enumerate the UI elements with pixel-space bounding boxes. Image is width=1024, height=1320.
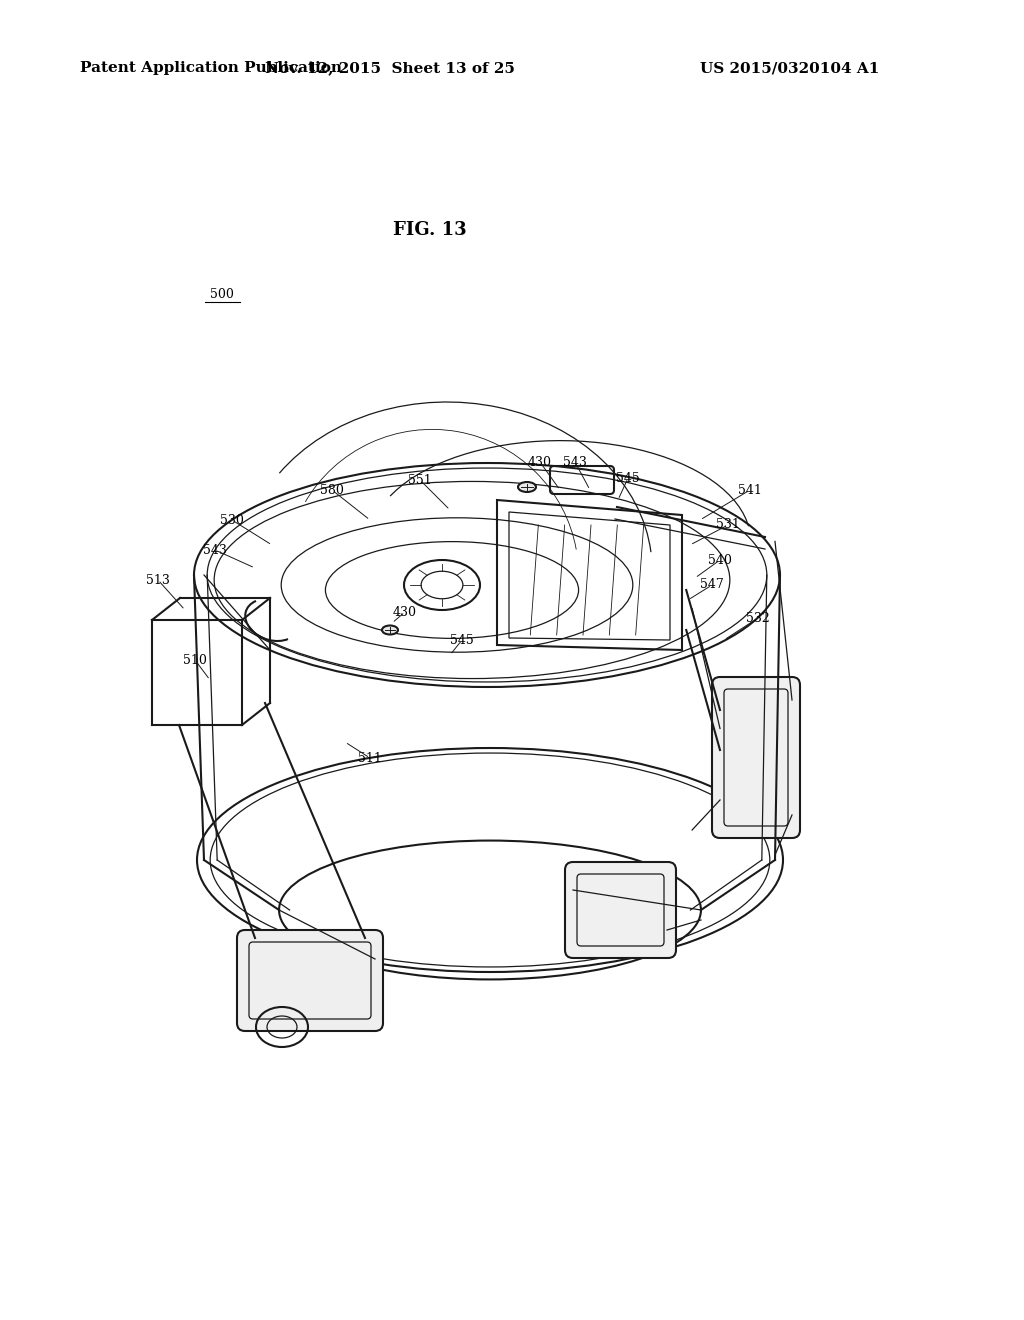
Text: 532: 532: [746, 611, 770, 624]
Ellipse shape: [518, 482, 536, 492]
Text: Patent Application Publication: Patent Application Publication: [80, 61, 342, 75]
Text: 511: 511: [358, 751, 382, 764]
Ellipse shape: [382, 626, 398, 635]
Text: 513: 513: [146, 573, 170, 586]
Text: 430: 430: [393, 606, 417, 619]
Text: 543: 543: [203, 544, 227, 557]
Text: 430: 430: [528, 455, 552, 469]
Text: 551: 551: [409, 474, 432, 487]
Text: 543: 543: [563, 455, 587, 469]
FancyBboxPatch shape: [712, 677, 800, 838]
FancyBboxPatch shape: [237, 931, 383, 1031]
Text: 540: 540: [708, 553, 732, 566]
FancyBboxPatch shape: [565, 862, 676, 958]
Text: 580: 580: [321, 483, 344, 496]
Text: US 2015/0320104 A1: US 2015/0320104 A1: [700, 61, 880, 75]
Text: 545: 545: [451, 634, 474, 647]
Text: 510: 510: [183, 653, 207, 667]
Text: Nov. 12, 2015  Sheet 13 of 25: Nov. 12, 2015 Sheet 13 of 25: [265, 61, 515, 75]
Text: 531: 531: [716, 519, 740, 532]
Text: FIG. 13: FIG. 13: [393, 220, 467, 239]
Text: 547: 547: [700, 578, 724, 591]
Text: 530: 530: [220, 513, 244, 527]
Text: 541: 541: [738, 483, 762, 496]
Text: 545: 545: [616, 471, 640, 484]
Text: 500: 500: [210, 289, 233, 301]
